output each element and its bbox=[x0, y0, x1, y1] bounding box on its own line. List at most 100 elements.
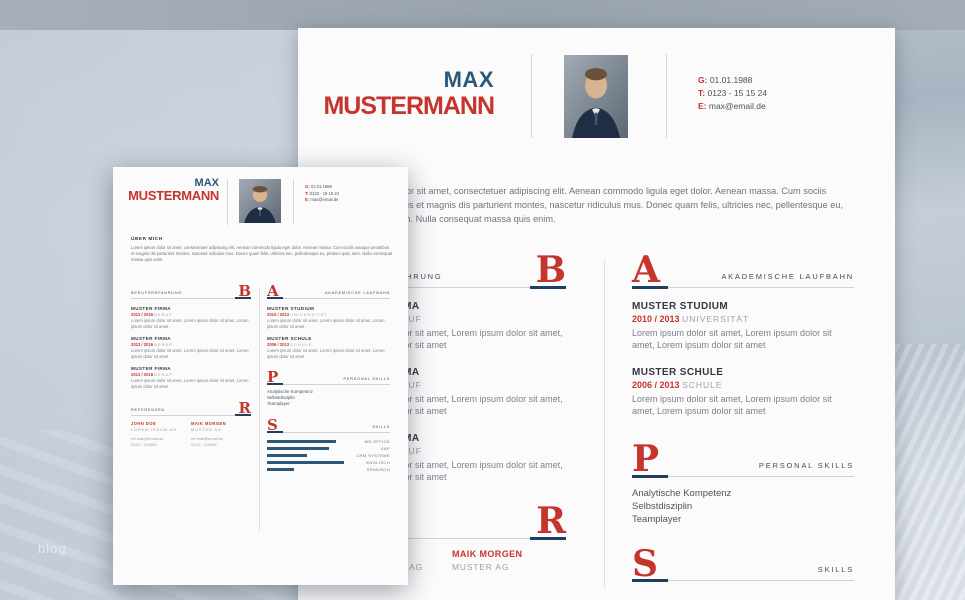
entry-title: MUSTER FIRMA bbox=[131, 306, 172, 311]
about-text: Lorem ipsum dolor sit amet, consectetuer… bbox=[338, 186, 844, 224]
entry-text: Lorem ipsum dolor sit amet, Lorem ipsum … bbox=[131, 348, 249, 359]
accent-underline bbox=[267, 297, 283, 299]
section-heading-berufserfahrung: BERUFSERFAHRUNG B bbox=[131, 282, 251, 300]
section-label: PERSONAL SKILLS bbox=[343, 377, 390, 382]
entry-text: Lorem ipsum dolor sit amet, Lorem ipsum … bbox=[267, 318, 385, 329]
experience-column: BERUFSERFAHRUNG B MUSTER FIRMA 2013 / 20… bbox=[131, 282, 251, 447]
reference-name: MAIK MORGEN bbox=[191, 420, 227, 426]
section-heading-skills: S SKILLS bbox=[267, 416, 390, 435]
skill-label: MS OFFICE bbox=[364, 439, 390, 445]
entry-text: Lorem ipsum dolor sit amet, Lorem ipsum … bbox=[632, 393, 832, 416]
section-letter: P bbox=[632, 437, 660, 480]
section-letter: S bbox=[632, 542, 658, 585]
skill-row: SAP bbox=[267, 445, 390, 452]
references-row: JOHN DOE LOREM IPSUM AG ref.mail@email.d… bbox=[131, 421, 251, 447]
personal-skill-item: Teamplayer bbox=[632, 513, 682, 525]
about-heading: ÜBER MICH bbox=[131, 237, 163, 242]
header-divider bbox=[293, 179, 294, 225]
last-name: MUSTERMANN bbox=[323, 92, 495, 120]
section-label: BERUFSERFAHRUNG bbox=[131, 291, 183, 295]
portrait-illustration bbox=[239, 179, 281, 223]
section-letter: R bbox=[536, 499, 566, 542]
background-watermark: blog bbox=[38, 541, 67, 556]
contact-phone: T: 0123 - 15 15 24 bbox=[305, 190, 340, 196]
entry-period: 2010 / 2013 UNIVERSITÄT bbox=[267, 312, 328, 317]
section-label: PERSONAL SKILLS bbox=[758, 460, 854, 470]
skill-bar bbox=[267, 439, 337, 444]
header-divider bbox=[531, 54, 532, 138]
skill-row: SPANISCH bbox=[267, 466, 390, 473]
skill-row: ENGLISCH bbox=[267, 459, 390, 466]
skills-bar-chart: MS OFFICE SAP CRM SYSTEME ENGLISCH SPANI… bbox=[267, 438, 390, 473]
section-letter: B bbox=[535, 249, 566, 291]
profile-photo bbox=[564, 55, 628, 138]
background-right-area bbox=[895, 30, 965, 600]
entry-period: 2010 / 2013 UNIVERSITÄT bbox=[632, 313, 750, 324]
accent-underline bbox=[530, 285, 566, 289]
academic-column: A AKADEMISCHE LAUFBAHN MUSTER STUDIUM 20… bbox=[267, 282, 390, 473]
section-heading-referenzen: REFERENZEN R bbox=[131, 398, 251, 417]
section-letter: R bbox=[238, 398, 251, 417]
section-label: SKILLS bbox=[372, 425, 390, 430]
about-text: Lorem ipsum dolor sit amet, consectetuer… bbox=[131, 245, 393, 262]
section-heading-akademische-laufbahn: A AKADEMISCHE LAUFBAHN bbox=[267, 282, 390, 300]
experience-entry: MUSTER FIRMA 2013 / 2016 BERUF Lorem ips… bbox=[131, 366, 251, 389]
profile-photo bbox=[239, 179, 281, 223]
skill-row: MS OFFICE bbox=[267, 438, 390, 445]
accent-underline bbox=[632, 285, 668, 289]
entry-text: Lorem ipsum dolor sit amet, Lorem ipsum … bbox=[131, 318, 249, 329]
entry-text: Lorem ipsum dolor sit amet, Lorem ipsum … bbox=[131, 378, 249, 389]
skill-row: CRM SYSTEME bbox=[267, 452, 390, 459]
portrait-illustration bbox=[564, 55, 628, 138]
entry-period: 2013 / 2016 BERUF bbox=[131, 312, 173, 317]
skill-bar bbox=[267, 460, 344, 465]
section-letter: B bbox=[238, 282, 251, 300]
reference-company: MUSTER AG bbox=[452, 561, 510, 572]
personal-skill-item: Selbstdisziplin bbox=[632, 500, 693, 512]
education-entry: MUSTER SCHULE 2006 / 2013 SCHULE Lorem i… bbox=[632, 367, 854, 417]
reference-company: MUSTER AG bbox=[191, 426, 222, 432]
entry-text: Lorem ipsum dolor sit amet, Lorem ipsum … bbox=[632, 327, 832, 350]
education-entry: MUSTER STUDIUM 2010 / 2013 UNIVERSITÄT L… bbox=[267, 306, 390, 329]
skill-bar bbox=[267, 467, 294, 472]
accent-underline bbox=[632, 474, 668, 478]
entry-period: 2013 / 2016 BERUF bbox=[131, 342, 173, 348]
entry-period: 2006 / 2013 SCHULE bbox=[267, 342, 313, 348]
contact-phone: T: 0123 - 15 15 24 bbox=[698, 88, 768, 98]
section-letter: A bbox=[267, 282, 279, 300]
section-label: SKILLS bbox=[817, 565, 854, 575]
background-top-band bbox=[0, 0, 965, 30]
section-heading-personal-skills: P PERSONAL SKILLS bbox=[267, 370, 390, 386]
last-name: MUSTERMANN bbox=[128, 188, 219, 203]
reference-company: LOREM IPSUM AG bbox=[131, 426, 177, 432]
education-entry: MUSTER SCHULE 2006 / 2013 SCHULE Lorem i… bbox=[267, 336, 390, 359]
accent-underline bbox=[267, 383, 283, 386]
section-letter: S bbox=[267, 416, 278, 435]
contact-email: E: max@email.de bbox=[305, 197, 339, 202]
column-divider bbox=[604, 260, 605, 588]
reference: MAIK MORGEN MUSTER AG bbox=[452, 549, 566, 572]
column-divider bbox=[259, 287, 260, 532]
personal-skill-item: Selbstdisziplin bbox=[267, 395, 295, 401]
entry-title: MUSTER SCHULE bbox=[632, 366, 724, 378]
personal-skill-item: Analytische Kompetenz bbox=[632, 487, 732, 499]
contact-block: G: 01.01.1988 T: 0123 - 15 15 24 E: max@… bbox=[305, 184, 339, 204]
skill-label: CRM SYSTEME bbox=[356, 453, 390, 459]
entry-text: Lorem ipsum dolor sit amet, Lorem ipsum … bbox=[267, 348, 385, 359]
skill-label: SPANISCH bbox=[366, 467, 390, 473]
personal-skills-list: Analytische Kompetenz Selbstdisziplin Te… bbox=[267, 389, 390, 407]
reference-phone: 0123 / 123456 bbox=[191, 441, 217, 447]
accent-underline bbox=[530, 536, 566, 540]
reference-name: MAIK MORGEN bbox=[452, 548, 523, 559]
contact-birthdate: G: 01.01.1988 bbox=[305, 184, 332, 189]
reference: MAIK MORGEN MUSTER AG ref.mail@email.de … bbox=[191, 421, 251, 447]
contact-birthdate: G: 01.01.1988 bbox=[698, 75, 753, 85]
name-block: MAX MUSTERMANN bbox=[304, 68, 495, 121]
accent-underline bbox=[632, 579, 668, 583]
skill-label: ENGLISCH bbox=[366, 460, 390, 466]
academic-column: A AKADEMISCHE LAUFBAHN MUSTER STUDIUM 20… bbox=[632, 252, 854, 585]
entry-title: MUSTER STUDIUM bbox=[632, 300, 729, 312]
entry-title: MUSTER STUDIUM bbox=[267, 306, 315, 311]
reference-phone: 0123 / 123456 bbox=[131, 441, 157, 447]
experience-entry: MUSTER FIRMA 2013 / 2016 BERUF Lorem ips… bbox=[131, 336, 251, 359]
